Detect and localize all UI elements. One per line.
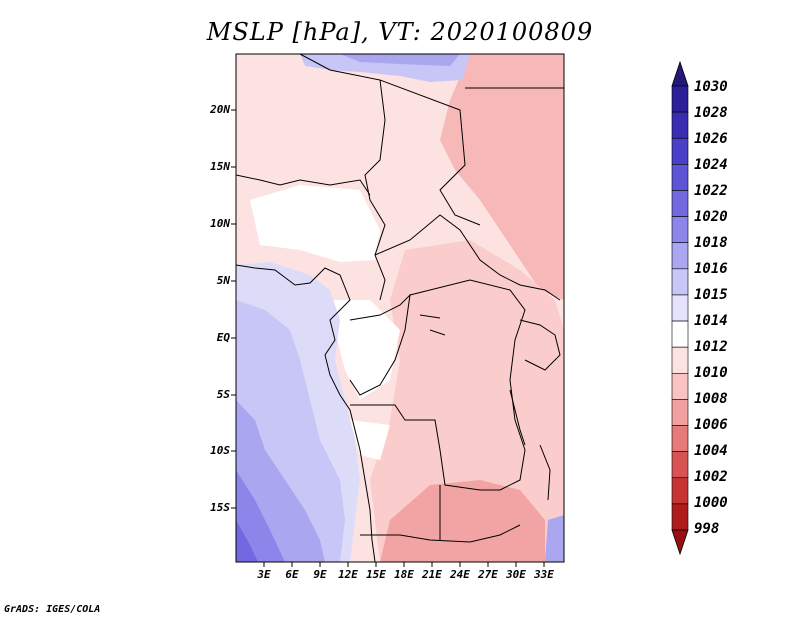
lon-label-12e: 12E <box>338 568 358 581</box>
lat-label-5s: 5S <box>216 388 230 401</box>
lon-label-33e: 33E <box>534 568 554 581</box>
colorbar-label-1002: 1002 <box>694 469 728 485</box>
field-1018-1020-ocean <box>236 470 285 562</box>
border-namibia-angola <box>360 524 521 543</box>
map-title: MSLP [hPa], VT: 2020100809 <box>206 18 594 46</box>
lon-label-9e: 9E <box>313 568 327 581</box>
lon-label-24e: 24E <box>450 568 470 581</box>
colorbar-cell <box>671 346 689 374</box>
field-1012-1014-coast <box>320 300 400 400</box>
colorbar-cell <box>671 294 689 322</box>
colorbar-label-1012: 1012 <box>694 339 728 355</box>
lon-label-15e: 15E <box>366 568 386 581</box>
colorbar-label-1014: 1014 <box>694 313 728 329</box>
colorbar-cell <box>671 320 689 348</box>
congo-river-marks <box>419 314 446 336</box>
colorbar-cell <box>671 190 689 217</box>
border-congo <box>349 293 411 396</box>
colorbar-cell <box>671 242 689 270</box>
grads-credit: GrADS: IGES/COLA <box>4 604 101 615</box>
lat-label-eq: EQ <box>216 331 230 344</box>
colorbar-label-1030: 1030 <box>694 79 728 95</box>
colorbar-label-1015: 1015 <box>694 287 728 303</box>
lon-label-21e: 21E <box>422 568 442 581</box>
colorbar-cell <box>671 164 689 191</box>
lon-label-3e: 3E <box>257 568 271 581</box>
lat-label-15n: 15N <box>210 160 230 173</box>
colorbar-label-1022: 1022 <box>694 183 728 199</box>
colorbar <box>671 60 689 556</box>
colorbar-label-1008: 1008 <box>694 391 728 407</box>
colorbar-label-1028: 1028 <box>694 105 728 121</box>
colorbar-label-998: 998 <box>694 521 720 537</box>
colorbar-label-1024: 1024 <box>694 157 728 173</box>
colorbar-label-1010: 1010 <box>694 365 728 381</box>
colorbar-cell <box>671 372 689 400</box>
colorbar-cell <box>671 399 689 426</box>
colorbar-label-1018: 1018 <box>694 235 728 251</box>
border-sahel <box>236 174 371 196</box>
colorbar-bottom-arrow <box>671 529 689 556</box>
colorbar-label-1006: 1006 <box>694 417 728 433</box>
colorbar-cell <box>671 451 689 479</box>
colorbar-cell <box>671 268 689 296</box>
pressure-field <box>236 54 564 562</box>
lat-label-5n: 5N <box>216 274 230 287</box>
colorbar-top-arrow <box>671 60 689 87</box>
lat-label-10s: 10S <box>210 444 230 457</box>
field-1012-1014-west <box>250 185 380 262</box>
lake-victoria-region <box>519 319 561 371</box>
colorbar-label-1000: 1000 <box>694 495 728 511</box>
border-drc-east <box>409 279 526 491</box>
lon-ticks <box>263 562 545 567</box>
colorbar-cell <box>671 216 689 244</box>
colorbar-cell <box>671 137 689 165</box>
border-niger-chad <box>299 54 386 301</box>
map-frame <box>235 53 565 563</box>
colorbar-label-1004: 1004 <box>694 443 728 459</box>
lat-label-20n: 20N <box>210 103 230 116</box>
colorbar-cell <box>671 425 689 452</box>
field-1020-1022-ocean <box>236 520 258 562</box>
field-1009-1010-central <box>370 240 564 562</box>
lat-label-10n: 10N <box>210 217 230 230</box>
colorbar-cell <box>671 503 689 531</box>
lake-malawi <box>539 444 551 501</box>
lon-label-30e: 30E <box>506 568 526 581</box>
colorbar-cell <box>671 85 689 113</box>
colorbar-cell <box>671 111 689 139</box>
borders <box>236 54 564 562</box>
border-angola-drc <box>350 404 500 491</box>
field-1008-south <box>380 480 545 562</box>
field-1016-1018-southeast <box>545 515 564 562</box>
lon-label-27e: 27E <box>478 568 498 581</box>
lat-label-15s: 15S <box>210 501 230 514</box>
lake-tanganyika <box>509 389 526 446</box>
lat-ticks <box>231 109 236 509</box>
border-chad-sudan <box>379 79 481 226</box>
field-1016-1018-north <box>340 54 460 66</box>
colorbar-label-1026: 1026 <box>694 131 728 147</box>
atlantic-coastline <box>236 264 376 562</box>
colorbar-cells <box>671 85 689 531</box>
colorbar-label-1020: 1020 <box>694 209 728 225</box>
border-car <box>374 214 561 301</box>
colorbar-cell <box>671 477 689 505</box>
lon-label-6e: 6E <box>285 568 299 581</box>
lon-label-18e: 18E <box>394 568 414 581</box>
field-1008-1010-east <box>440 54 564 300</box>
colorbar-label-1016: 1016 <box>694 261 728 277</box>
